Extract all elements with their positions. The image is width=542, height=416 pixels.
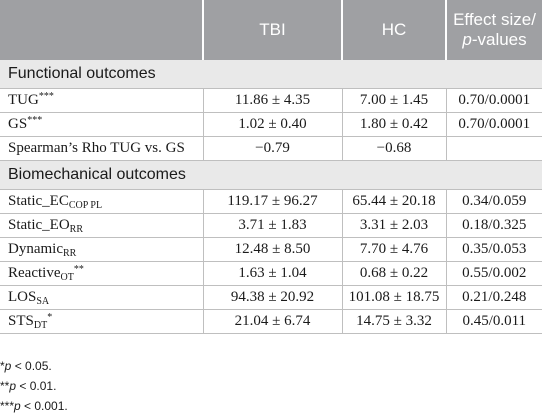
cell-hc-los: 101.08 ± 18.75 — [342, 285, 447, 310]
table-row-static-ec: Static_ECCOP PL 119.17 ± 96.27 65.44 ± 2… — [0, 189, 542, 214]
cell-tbi-gs: 1.02 ± 0.40 — [203, 112, 343, 137]
footnote-3: ***p < 0.001. — [0, 399, 68, 413]
header-effect-size: Effect size/ p-values — [446, 0, 542, 60]
table-row-rho: Spearman’s Rho TUG vs. GS −0.79 −0.68 — [0, 136, 542, 161]
header-values: -values — [471, 30, 527, 49]
cell-effect-static-eo: 0.18/0.325 — [446, 213, 542, 238]
table-row-los: LOSSA 94.38 ± 20.92 101.08 ± 18.75 0.21/… — [0, 285, 542, 310]
cell-hc-rho: −0.68 — [342, 136, 447, 161]
row-label-reactive: ReactiveOT** — [0, 261, 204, 286]
row-label-gs: GS*** — [0, 112, 204, 137]
row-label-rho: Spearman’s Rho TUG vs. GS — [0, 136, 204, 161]
footnote-2: **p < 0.01. — [0, 379, 57, 393]
cell-effect-los: 0.21/0.248 — [446, 285, 542, 310]
cell-effect-dynamic: 0.35/0.053 — [446, 237, 542, 262]
results-table-container: TBI HC Effect size/ p-values Functional … — [0, 0, 542, 334]
cell-tbi-dynamic: 12.48 ± 8.50 — [203, 237, 343, 262]
row-label-static-ec: Static_ECCOP PL — [0, 189, 204, 214]
cell-tbi-static-ec: 119.17 ± 96.27 — [203, 189, 343, 214]
table-row-static-eo: Static_EORR 3.71 ± 1.83 3.31 ± 2.03 0.18… — [0, 213, 542, 238]
cell-tbi-rho: −0.79 — [203, 136, 343, 161]
cell-hc-reactive: 0.68 ± 0.22 — [342, 261, 447, 286]
table-row-tug: TUG*** 11.86 ± 4.35 7.00 ± 1.45 0.70/0.0… — [0, 88, 542, 113]
cell-hc-dynamic: 7.70 ± 4.76 — [342, 237, 447, 262]
cell-hc-static-eo: 3.31 ± 2.03 — [342, 213, 447, 238]
table-row-dynamic: DynamicRR 12.48 ± 8.50 7.70 ± 4.76 0.35/… — [0, 237, 542, 262]
table-row-sts: STSDT* 21.04 ± 6.74 14.75 ± 3.32 0.45/0.… — [0, 309, 542, 334]
cell-effect-reactive: 0.55/0.002 — [446, 261, 542, 286]
table-row-reactive: ReactiveOT** 1.63 ± 1.04 0.68 ± 0.22 0.5… — [0, 261, 542, 286]
cell-tbi-tug: 11.86 ± 4.35 — [203, 88, 343, 113]
row-label-los: LOSSA — [0, 285, 204, 310]
header-effect-line1: Effect size/ — [453, 10, 536, 29]
row-label-static-eo: Static_EORR — [0, 213, 204, 238]
cell-tbi-sts: 21.04 ± 6.74 — [203, 309, 343, 334]
table-row-gs: GS*** 1.02 ± 0.40 1.80 ± 0.42 0.70/0.000… — [0, 112, 542, 137]
cell-hc-sts: 14.75 ± 3.32 — [342, 309, 447, 334]
cell-tbi-static-eo: 3.71 ± 1.83 — [203, 213, 343, 238]
header-hc: HC — [342, 0, 447, 60]
cell-hc-static-ec: 65.44 ± 20.18 — [342, 189, 447, 214]
header-p-italic: p — [462, 30, 472, 49]
footnotes: *p < 0.05. **p < 0.01. ***p < 0.001. — [0, 356, 68, 416]
row-label-sts: STSDT* — [0, 309, 204, 334]
cell-effect-tug: 0.70/0.0001 — [446, 88, 542, 113]
results-table: TBI HC Effect size/ p-values Functional … — [0, 0, 542, 334]
cell-hc-gs: 1.80 ± 0.42 — [342, 112, 447, 137]
cell-effect-rho — [446, 136, 542, 161]
cell-tbi-reactive: 1.63 ± 1.04 — [203, 261, 343, 286]
row-label-dynamic: DynamicRR — [0, 237, 204, 262]
header-row: TBI HC Effect size/ p-values — [0, 0, 542, 60]
header-empty-cell — [0, 0, 204, 60]
section-title-biomechanical: Biomechanical outcomes — [0, 160, 542, 190]
header-tbi: TBI — [203, 0, 343, 60]
cell-effect-static-ec: 0.34/0.059 — [446, 189, 542, 214]
cell-hc-tug: 7.00 ± 1.45 — [342, 88, 447, 113]
section-row-functional: Functional outcomes — [0, 60, 542, 89]
cell-effect-gs: 0.70/0.0001 — [446, 112, 542, 137]
footnote-1: *p < 0.05. — [0, 359, 52, 373]
cell-effect-sts: 0.45/0.011 — [446, 309, 542, 334]
cell-tbi-los: 94.38 ± 20.92 — [203, 285, 343, 310]
section-title-functional: Functional outcomes — [0, 60, 542, 89]
section-row-biomechanical: Biomechanical outcomes — [0, 160, 542, 190]
row-label-tug: TUG*** — [0, 88, 204, 113]
